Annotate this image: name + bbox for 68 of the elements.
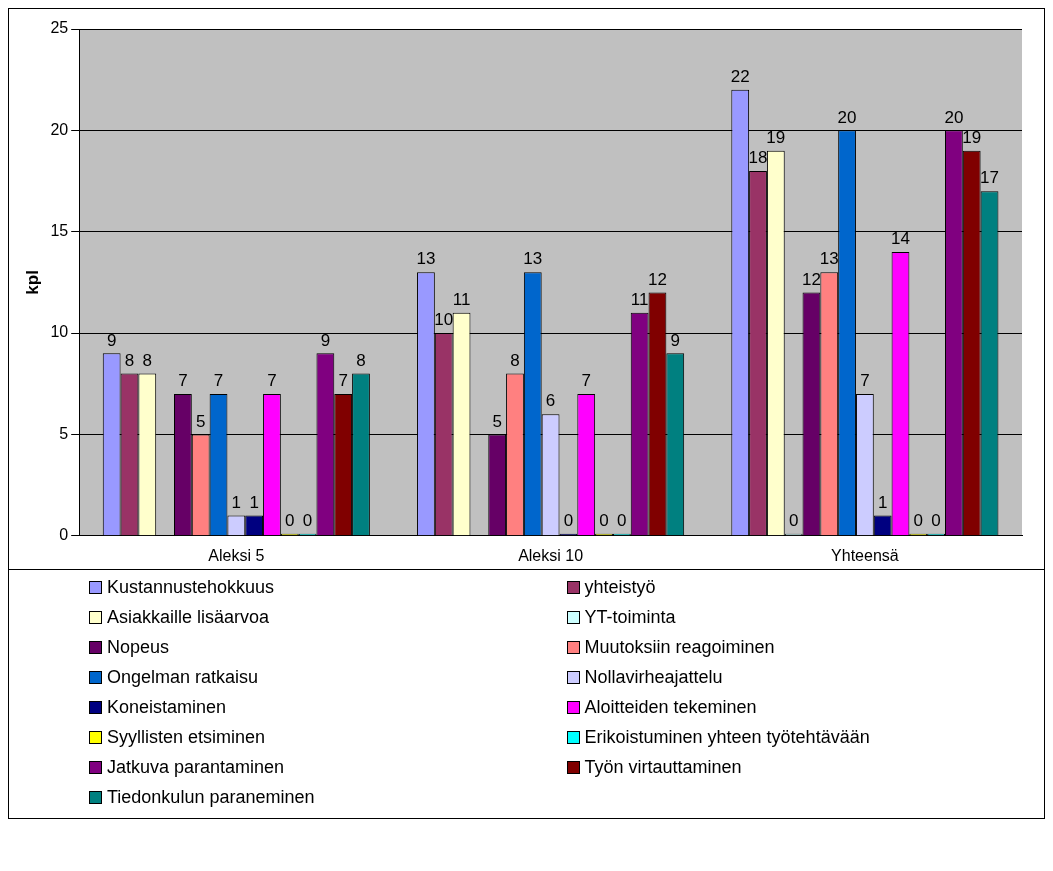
data-label: 13 <box>819 249 839 269</box>
data-label: 7 <box>178 371 188 391</box>
legend-label: YT-toiminta <box>584 606 676 628</box>
data-label: 1 <box>877 492 888 512</box>
data-label: 0 <box>599 510 609 530</box>
legend-label: Koneistaminen <box>107 696 227 718</box>
data-label: 7 <box>860 371 870 391</box>
data-label: 9 <box>106 330 117 350</box>
legend-label: Työn virtauttaminen <box>584 756 742 778</box>
data-label: 14 <box>891 229 910 249</box>
legend-label: Muutoksiin reagoiminen <box>584 636 775 658</box>
legend-label: yhteistyö <box>584 576 656 598</box>
x-tick-label: Yhteensä <box>831 546 899 564</box>
data-label: 18 <box>748 148 768 168</box>
data-label: 11 <box>630 290 649 309</box>
data-label: 20 <box>944 107 964 127</box>
data-label: 5 <box>195 411 206 431</box>
data-label: 22 <box>730 67 750 86</box>
legend-label: Nopeus <box>107 636 170 658</box>
data-label: 17 <box>980 168 999 188</box>
data-label: 0 <box>788 510 799 530</box>
data-label: 9 <box>670 330 680 350</box>
data-label: 20 <box>837 107 857 127</box>
legend-label: Syyllisten etsiminen <box>107 726 266 748</box>
data-label: 1 <box>231 492 242 512</box>
y-tick-label: 5 <box>59 424 69 442</box>
x-tick-label: Aleksi 10 <box>518 546 584 564</box>
legend-label: Asiakkaille lisäarvoa <box>107 606 270 628</box>
data-label: 8 <box>356 350 366 370</box>
legend-label: Ongelman ratkaisu <box>107 666 259 688</box>
data-label: 0 <box>931 510 941 530</box>
data-label: 12 <box>801 269 821 289</box>
legend-label: Kustannustehokkuus <box>107 576 275 598</box>
data-label: 11 <box>452 290 471 309</box>
data-label: 12 <box>647 269 667 289</box>
y-tick-label: 20 <box>50 120 69 138</box>
data-label: 19 <box>962 127 982 147</box>
data-label: 13 <box>523 249 543 269</box>
legend-label: Nollavirheajattelu <box>584 666 723 688</box>
y-axis-title: kpl <box>22 270 42 295</box>
x-tick-label: Aleksi 5 <box>208 546 265 564</box>
data-label: 0 <box>302 510 313 530</box>
legend-label: Erikoistuminen yhteen työtehtävään <box>584 726 870 748</box>
y-tick-label: 10 <box>50 323 69 341</box>
data-label: 7 <box>213 371 224 391</box>
data-label: 13 <box>416 249 436 269</box>
data-label: 8 <box>510 350 520 370</box>
legend-label: Aloitteiden tekeminen <box>584 696 757 718</box>
y-tick-label: 0 <box>59 526 69 544</box>
data-label: 8 <box>142 350 153 370</box>
data-label: 1 <box>249 492 259 512</box>
data-label: 7 <box>581 371 591 391</box>
legend-label: Jatkuva parantaminen <box>107 756 285 778</box>
data-label: 0 <box>563 510 574 530</box>
data-label: 6 <box>545 391 556 411</box>
data-label: 7 <box>338 371 348 391</box>
data-label: 7 <box>267 371 277 391</box>
data-label: 0 <box>617 510 627 530</box>
data-label: 9 <box>320 330 331 350</box>
data-label: 19 <box>766 127 786 147</box>
data-label: 0 <box>285 510 295 530</box>
y-tick-label: 25 <box>50 19 69 37</box>
data-label: 0 <box>913 510 924 530</box>
legend-label: Tiedonkulun paraneminen <box>107 786 315 808</box>
data-label: 10 <box>434 310 454 330</box>
data-label: 5 <box>492 411 502 431</box>
data-label: 8 <box>124 350 135 370</box>
y-tick-label: 15 <box>50 222 69 240</box>
